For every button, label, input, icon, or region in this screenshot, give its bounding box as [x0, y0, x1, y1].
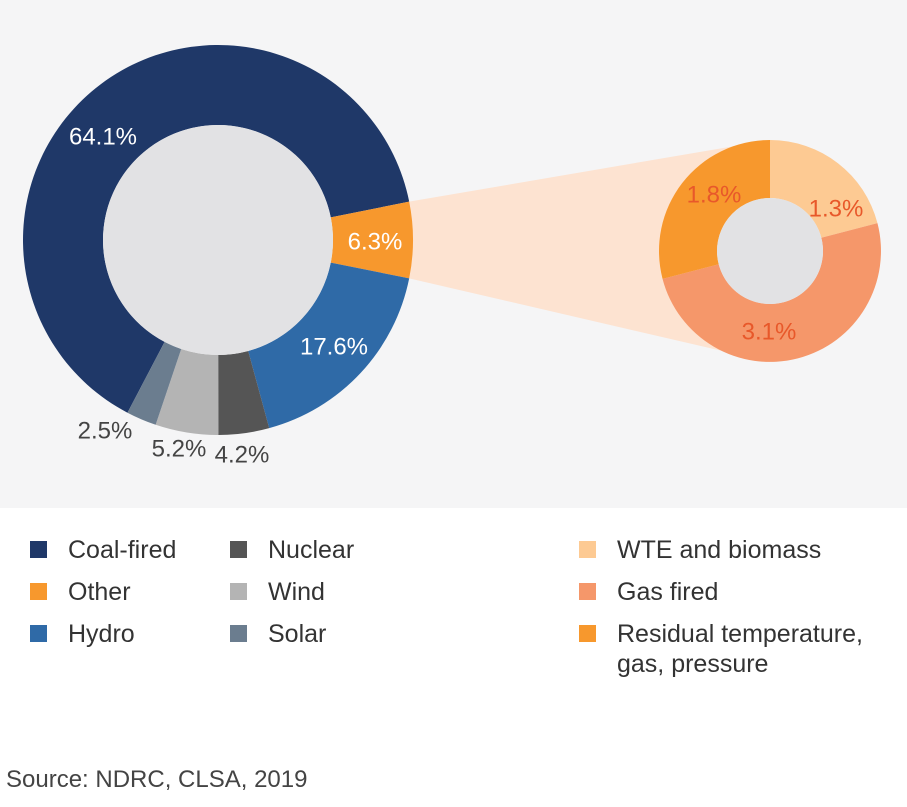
slice-wind — [155, 348, 219, 435]
source-note: Source: NDRC, CLSA, 2019 — [6, 766, 308, 793]
legend-label: Nuclear — [268, 536, 355, 564]
value-label-gas-fired: 3.1% — [742, 319, 797, 346]
legend-item-wte-biomass: WTE and biomass — [579, 535, 821, 565]
legend-item-nuclear: Nuclear — [230, 535, 354, 565]
slice-nuclear — [218, 350, 270, 435]
legend-swatch-coal-fired — [30, 541, 47, 558]
slice-other — [330, 201, 413, 279]
legend-label: Wind — [268, 578, 325, 606]
legend-item-other: Other — [30, 577, 131, 607]
legend-item-solar: Solar — [230, 619, 326, 649]
legend-swatch-nuclear — [230, 541, 247, 558]
legend-swatch-residual — [579, 625, 596, 642]
chart-svg: 64.1% 6.3% 17.6% 4.2% 5.2% 2.5% 1.3% 3.1% 1.8% — [22, 44, 881, 469]
value-label-coal-fired: 64.1% — [69, 124, 137, 151]
slice-coal-fired — [22, 44, 410, 413]
legend-swatch-wte-biomass — [579, 541, 596, 558]
legend-label-block: Residual temperature, gas, pressure — [617, 619, 863, 679]
legend-label: Gas fired — [617, 578, 719, 606]
legend-label: WTE and biomass — [617, 536, 822, 564]
legend-swatch-wind — [230, 583, 247, 600]
value-label-wte-and-biomass: 1.3% — [809, 196, 864, 223]
value-label-residual-temperature-gas-pressure: 1.8% — [687, 182, 742, 209]
slice-gas-fired — [662, 223, 881, 362]
small-donut-hole — [717, 198, 823, 304]
value-label-nuclear: 4.2% — [215, 442, 270, 469]
legend-item-hydro: Hydro — [30, 619, 135, 649]
slice-wte-and-biomass — [770, 140, 878, 238]
legend-item-residual: Residual temperature, gas, pressure — [579, 619, 863, 679]
legend-item-gas-fired: Gas fired — [579, 577, 718, 607]
legend-label: Solar — [268, 620, 327, 648]
legend-label: Residual temperature, — [617, 620, 863, 648]
slice-solar — [127, 341, 182, 425]
legend-swatch-solar — [230, 625, 247, 642]
value-label-solar: 2.5% — [78, 418, 133, 445]
value-label-other: 6.3% — [348, 229, 403, 256]
legend-item-wind: Wind — [230, 577, 325, 607]
chart-panel: 64.1% 6.3% 17.6% 4.2% 5.2% 2.5% 1.3% 3.1% 1.8% — [22, 44, 881, 469]
legend-label-line2: gas, pressure — [617, 650, 769, 678]
value-label-hydro: 17.6% — [300, 334, 368, 361]
legend-item-coal-fired: Coal-fired — [30, 535, 176, 565]
legend-label: Other — [68, 578, 131, 606]
slice-hydro — [248, 262, 410, 429]
donut-hole — [103, 125, 333, 355]
slice-residual-temperature-gas-pressure — [659, 140, 770, 279]
legend-swatch-hydro — [30, 625, 47, 642]
legend-label: Coal-fired — [68, 536, 177, 564]
value-label-wind: 5.2% — [152, 436, 207, 463]
legend-label: Hydro — [68, 620, 135, 648]
legend-swatch-other — [30, 583, 47, 600]
legend-swatch-gas-fired — [579, 583, 596, 600]
